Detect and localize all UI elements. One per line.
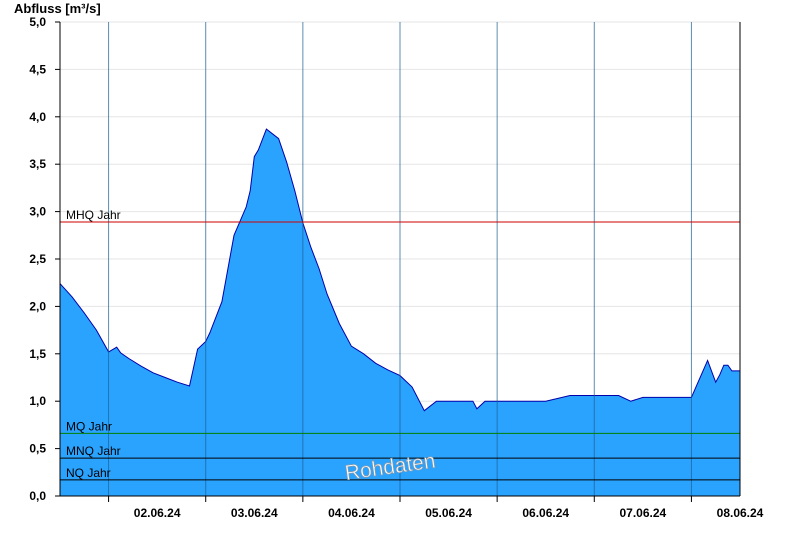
reference-line-label: MNQ Jahr xyxy=(66,444,121,458)
y-axis-title: Abfluss [m³/s] xyxy=(14,1,101,16)
x-tick-label: 05.06.24 xyxy=(425,506,472,520)
reference-lines: MHQ Jahr MQ Jahr MNQ Jahr NQ Jahr xyxy=(60,208,740,481)
discharge-line xyxy=(59,128,740,412)
reference-line-label: MQ Jahr xyxy=(66,419,112,433)
y-tick-label: 2,5 xyxy=(29,252,46,266)
x-tick-label: 07.06.24 xyxy=(619,506,666,520)
plot-area xyxy=(59,22,740,496)
x-tick-label: 03.06.24 xyxy=(231,506,278,520)
y-tick-label: 1,0 xyxy=(29,394,46,408)
y-tick-label: 1,5 xyxy=(29,347,46,361)
discharge-area xyxy=(60,129,740,496)
x-tick-label: 06.06.24 xyxy=(522,506,569,520)
axes: 0,0 0,5 1,0 1,5 2,0 2,5 3,0 3,5 4,0 4,5 5,0 02.06.2… xyxy=(29,15,763,520)
x-tick-label: 08.06.24 xyxy=(717,506,764,520)
reference-line-label: NQ Jahr xyxy=(66,466,111,480)
y-tick-label: 2,0 xyxy=(29,299,46,313)
y-tick-label: 0,0 xyxy=(29,489,46,503)
y-tick-label: 4,5 xyxy=(29,62,46,76)
y-tick-label: 4,0 xyxy=(29,110,46,124)
x-tick-label: 04.06.24 xyxy=(328,506,375,520)
y-tick-label: 3,5 xyxy=(29,157,46,171)
x-tick-label: 02.06.24 xyxy=(134,506,181,520)
y-tick-label: 5,0 xyxy=(29,15,46,29)
y-tick-label: 0,5 xyxy=(29,442,46,456)
y-tick-label: 3,0 xyxy=(29,205,46,219)
reference-line-label: MHQ Jahr xyxy=(66,208,121,222)
